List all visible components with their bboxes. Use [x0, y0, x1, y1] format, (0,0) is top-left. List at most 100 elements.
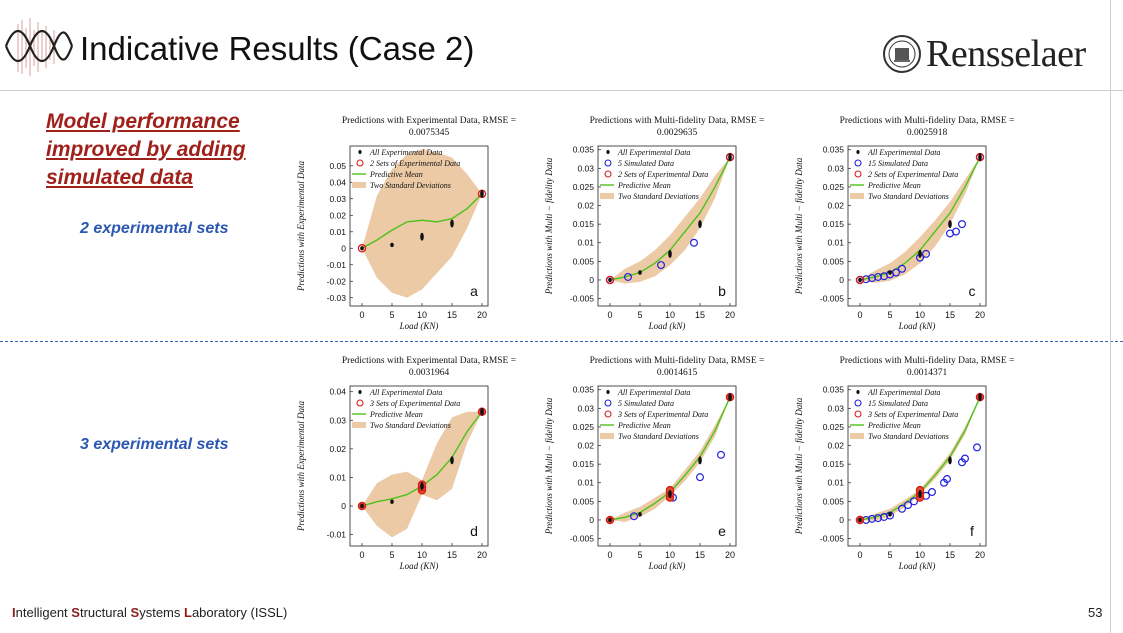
x-tick-label: 10 — [417, 550, 427, 560]
y-tick-label: 0.02 — [329, 444, 346, 454]
chart-title: Predictions with Multi-fidelity Data, RM… — [590, 355, 765, 366]
legend-entry: Two Standard Deviations — [868, 432, 949, 441]
experimental-set-point — [357, 244, 367, 253]
page-number: 53 — [1088, 605, 1103, 620]
legend-entry: Predictive Mean — [617, 421, 671, 430]
legend-entry: Two Standard Deviations — [370, 181, 451, 190]
y-tick-label: 0.005 — [573, 256, 595, 266]
legend-entry: 15 Simulated Data — [868, 159, 928, 168]
experimental-data-point — [858, 517, 862, 523]
experimental-set-point — [605, 275, 615, 285]
axes-box — [847, 145, 987, 307]
y-tick-label: 0.01 — [329, 472, 346, 482]
simulated-point — [897, 504, 906, 513]
x-axis-label: Load (KN) — [399, 321, 439, 331]
y-tick-label: -0.005 — [820, 294, 844, 304]
chart-title-rmse: 0.0014371 — [907, 368, 948, 378]
simulated-point — [696, 473, 705, 482]
experimental-data-point — [360, 246, 364, 251]
experimental-data-point — [390, 499, 394, 504]
legend-entry: 2 Sets of Experimental Data — [618, 170, 708, 179]
y-tick-label: -0.01 — [327, 260, 347, 270]
x-tick-label: 20 — [975, 550, 985, 560]
y-tick-label: 0.03 — [329, 194, 346, 204]
y-tick-label: 0.02 — [577, 201, 594, 211]
simulated-point — [656, 261, 665, 270]
experimental-data-point — [638, 270, 642, 275]
simulated-point — [958, 220, 967, 229]
panel-letter: b — [718, 283, 726, 299]
panel-letter: c — [969, 283, 976, 299]
simulated-point — [897, 264, 906, 273]
legend-entry: All Experimental Data — [867, 388, 940, 397]
simulated-point — [861, 275, 870, 284]
legend-entry: 2 Sets of Experimental Data — [370, 159, 460, 168]
footer-word: tructural — [79, 605, 131, 620]
y-tick-label: 0 — [839, 515, 844, 525]
legend-entry: All Experimental Data — [867, 148, 940, 157]
chart-title-rmse: 0.0075345 — [409, 128, 450, 138]
axes-box — [847, 385, 987, 547]
experimental-data-point — [450, 456, 454, 465]
y-tick-label: -0.01 — [327, 530, 347, 540]
chart-title: Predictions with Experimental Data, RMSE… — [342, 356, 516, 366]
y-tick-label: 0 — [589, 275, 594, 285]
simulated-point — [943, 475, 952, 484]
y-tick-label: 0.02 — [329, 210, 346, 220]
y-tick-label: -0.03 — [327, 293, 347, 303]
legend-entry: 3 Sets of Experimental Data — [617, 410, 708, 419]
y-axis-label: Predictions with Multi − fidelity Data — [544, 397, 554, 535]
legend-set-symbol — [854, 170, 862, 178]
y-tick-label: 0.03 — [577, 163, 594, 173]
simulated-point — [873, 272, 882, 281]
experimental-data-point — [728, 153, 732, 162]
y-tick-label: 0.005 — [823, 256, 845, 266]
plot-panel-c: Predictions with Multi-fidelity Data, RM… — [790, 110, 1030, 342]
legend-entry: 5 Simulated Data — [618, 399, 674, 408]
footer-initial: L — [184, 605, 192, 620]
simulated-point — [952, 227, 961, 236]
x-tick-label: 5 — [887, 310, 892, 320]
simulated-point — [961, 454, 970, 463]
experimental-data-point — [888, 270, 892, 275]
y-tick-label: 0.025 — [823, 422, 845, 432]
legend-set-symbol — [604, 410, 612, 418]
y-tick-label: 0.015 — [573, 459, 595, 469]
legend-set-symbol — [356, 399, 364, 407]
experimental-data-point — [698, 220, 702, 229]
y-tick-label: 0.025 — [573, 182, 595, 192]
experimental-data-point — [638, 512, 642, 517]
simulated-point — [891, 268, 900, 277]
legend-entry: Two Standard Deviations — [868, 192, 949, 201]
experimental-data-point — [948, 456, 952, 465]
axes-box — [349, 145, 489, 307]
x-axis-label: Load (kN) — [898, 561, 936, 571]
x-tick-label: 10 — [665, 550, 675, 560]
panel-letter: d — [470, 523, 478, 539]
x-tick-label: 10 — [665, 310, 675, 320]
y-tick-label: -0.005 — [570, 534, 594, 544]
chart-svg: Predictions with Multi-fidelity Data, RM… — [794, 115, 1014, 331]
experimental-data-point — [698, 456, 702, 465]
x-tick-label: 15 — [695, 550, 705, 560]
legend-sim-symbol — [854, 159, 862, 167]
legend-entry: Predictive Mean — [867, 181, 921, 190]
set-label-2-experimental: 2 experimental sets — [80, 220, 229, 237]
y-tick-label: 0.05 — [329, 161, 346, 171]
header-rule — [0, 90, 1123, 91]
x-tick-label: 15 — [695, 310, 705, 320]
legend-sim-symbol — [854, 399, 862, 407]
y-tick-label: 0 — [341, 243, 346, 253]
y-tick-label: 0.035 — [823, 385, 845, 395]
experimental-data-point — [918, 249, 922, 258]
simulated-point — [867, 514, 876, 523]
x-tick-label: 10 — [417, 310, 427, 320]
simulated-point — [873, 514, 882, 523]
y-tick-label: -0.005 — [570, 294, 594, 304]
x-tick-label: 0 — [359, 550, 364, 560]
legend-sim-symbol — [604, 159, 612, 167]
y-tick-label: 0.04 — [329, 177, 346, 187]
legend-entry: 3 Sets of Experimental Data — [867, 410, 958, 419]
chart-title-rmse: 0.0029635 — [657, 128, 698, 138]
rensselaer-seal-icon — [883, 35, 921, 73]
